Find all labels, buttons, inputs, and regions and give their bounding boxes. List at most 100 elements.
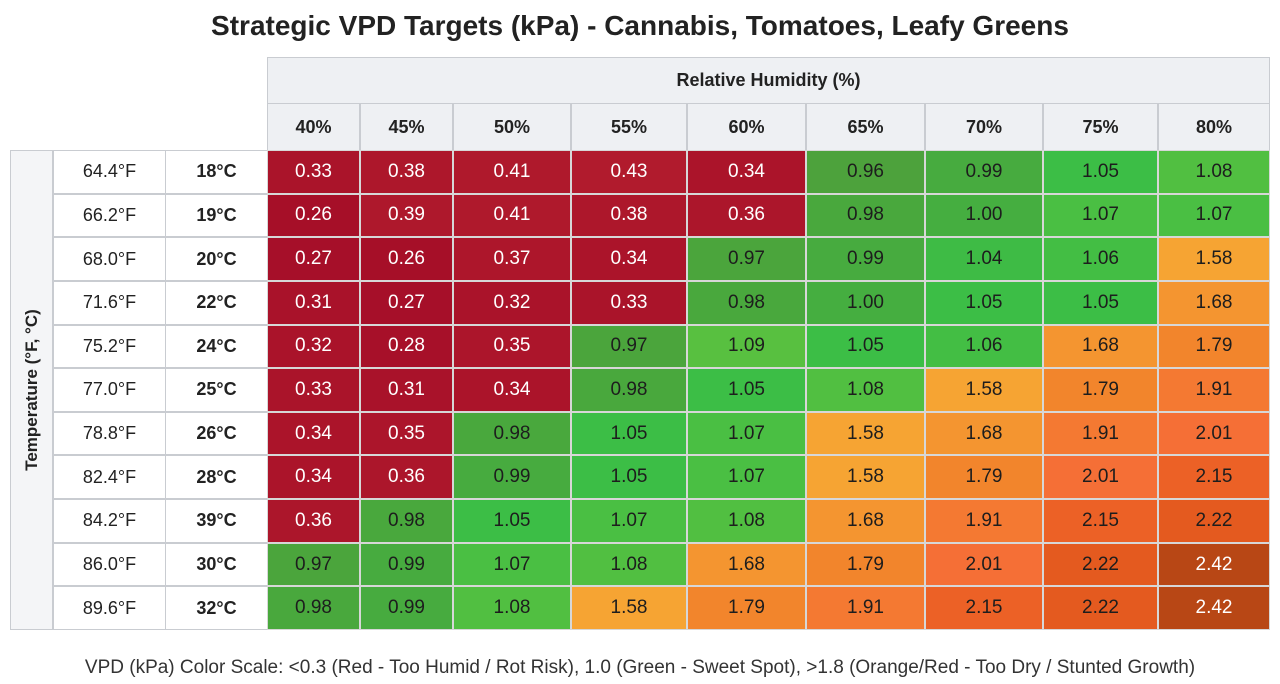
cell: 2.01 (925, 542, 1043, 587)
cell: 1.08 (687, 499, 806, 543)
cell: 0.41 (453, 150, 571, 194)
cell: 1.00 (925, 193, 1043, 238)
row-group-header: Temperature (°F, °C) (10, 150, 53, 630)
cell: 1.05 (1043, 150, 1158, 194)
cell: 0.26 (360, 237, 453, 281)
cell: 1.91 (925, 499, 1043, 543)
row-header-c: 39°C (165, 499, 268, 543)
cell: 1.05 (925, 280, 1043, 325)
cell: 1.58 (571, 586, 687, 630)
column-header: 65% (806, 103, 925, 151)
row-header-f: 77.0°F (53, 368, 166, 412)
cell: 0.32 (267, 324, 360, 369)
cell: 1.05 (571, 411, 687, 456)
column-header: 50% (453, 103, 571, 151)
cell: 1.79 (1158, 324, 1270, 369)
cell: 1.05 (806, 324, 925, 369)
cell: 2.15 (1043, 499, 1158, 543)
cell: 1.68 (1158, 280, 1270, 325)
cell: 1.68 (1043, 324, 1158, 369)
cell: 1.07 (687, 411, 806, 456)
cell: 0.37 (453, 237, 571, 281)
cell: 1.58 (1158, 237, 1270, 281)
cell: 0.98 (453, 411, 571, 456)
row-header-f: 71.6°F (53, 280, 166, 325)
cell: 1.05 (1043, 280, 1158, 325)
cell: 1.79 (687, 586, 806, 630)
column-header: 45% (360, 103, 453, 151)
cell: 0.31 (360, 368, 453, 412)
cell: 0.36 (267, 499, 360, 543)
cell: 0.98 (806, 193, 925, 238)
row-header-c: 19°C (165, 193, 268, 238)
cell: 0.34 (571, 237, 687, 281)
cell: 2.15 (1158, 455, 1270, 500)
cell: 0.34 (453, 368, 571, 412)
cell: 0.33 (267, 150, 360, 194)
cell: 0.34 (267, 455, 360, 500)
cell: 0.38 (360, 150, 453, 194)
cell: 0.32 (453, 280, 571, 325)
cell: 1.91 (1043, 411, 1158, 456)
row-header-f: 64.4°F (53, 150, 166, 194)
cell: 0.34 (267, 411, 360, 456)
cell: 0.27 (267, 237, 360, 281)
row-header-f: 78.8°F (53, 411, 166, 456)
cell: 0.99 (360, 542, 453, 587)
column-header: 75% (1043, 103, 1158, 151)
cell: 1.05 (571, 455, 687, 500)
cell: 0.33 (267, 368, 360, 412)
cell: 0.97 (267, 542, 360, 587)
cell: 2.15 (925, 586, 1043, 630)
row-header-c: 22°C (165, 280, 268, 325)
cell: 1.68 (687, 542, 806, 587)
cell: 1.07 (1043, 193, 1158, 238)
row-header-c: 30°C (165, 542, 268, 587)
cell: 2.01 (1043, 455, 1158, 500)
cell: 1.08 (453, 586, 571, 630)
cell: 1.00 (806, 280, 925, 325)
cell: 0.31 (267, 280, 360, 325)
column-header: 60% (687, 103, 806, 151)
footer: VPD (kPa) Color Scale: <0.3 (Red - Too H… (84, 657, 1196, 678)
cell: 1.91 (1158, 368, 1270, 412)
cell: 0.98 (687, 280, 806, 325)
cell: 0.35 (360, 411, 453, 456)
row-header-f: 86.0°F (53, 542, 166, 587)
column-header: 55% (571, 103, 687, 151)
row-header-f: 66.2°F (53, 193, 166, 238)
cell: 0.99 (453, 455, 571, 500)
row-header-c: 32°C (165, 586, 268, 630)
cell: 1.07 (453, 542, 571, 587)
cell: 1.79 (806, 542, 925, 587)
cell: 1.04 (925, 237, 1043, 281)
cell: 1.08 (806, 368, 925, 412)
row-header-c: 18°C (165, 150, 268, 194)
cell: 0.97 (687, 237, 806, 281)
cell: 0.99 (806, 237, 925, 281)
column-header: 40% (267, 103, 360, 151)
cell: 0.98 (267, 586, 360, 630)
cell: 0.97 (571, 324, 687, 369)
cell: 1.58 (806, 455, 925, 500)
cell: 2.22 (1158, 499, 1270, 543)
row-header-f: 75.2°F (53, 324, 166, 369)
row-header-f: 82.4°F (53, 455, 166, 500)
cell: 1.08 (571, 542, 687, 587)
cell: 1.07 (687, 455, 806, 500)
row-header-f: 68.0°F (53, 237, 166, 281)
cell: 0.96 (806, 150, 925, 194)
cell: 0.33 (571, 280, 687, 325)
cell: 2.01 (1158, 411, 1270, 456)
cell: 0.34 (687, 150, 806, 194)
cell: 0.28 (360, 324, 453, 369)
cell: 1.08 (1158, 150, 1270, 194)
column-header: 80% (1158, 103, 1270, 151)
cell: 1.05 (687, 368, 806, 412)
cell: 1.07 (571, 499, 687, 543)
row-header-c: 28°C (165, 455, 268, 500)
title: Strategic VPD Targets (kPa) - Cannabis, … (211, 10, 1069, 41)
cell: 0.35 (453, 324, 571, 369)
cell: 0.98 (360, 499, 453, 543)
